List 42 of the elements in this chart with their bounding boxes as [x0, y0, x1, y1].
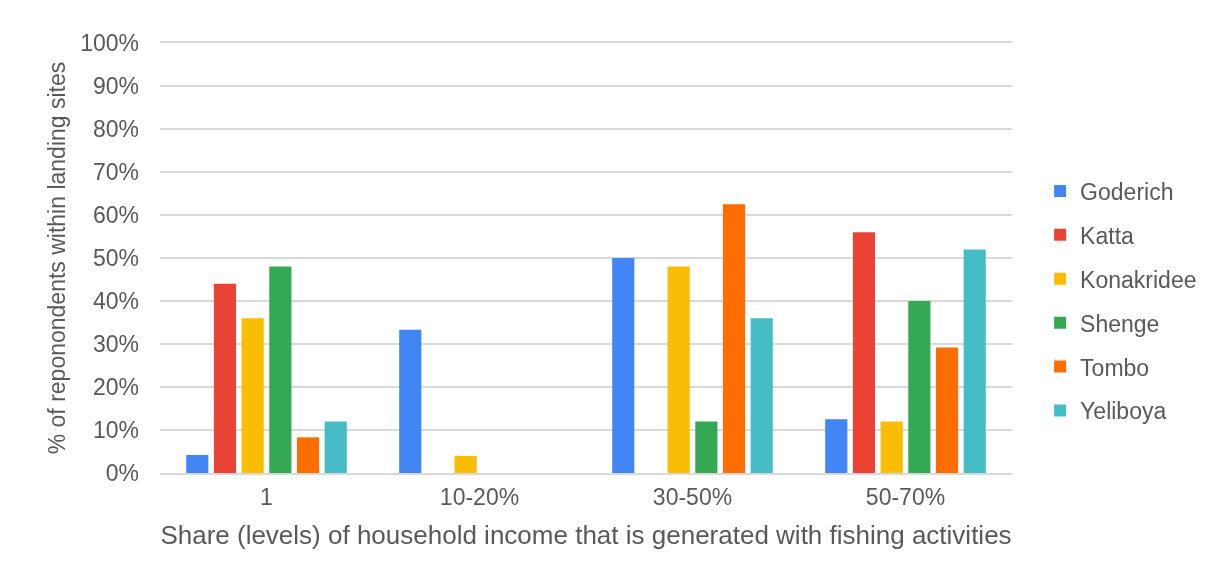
legend-label: Goderich [1080, 178, 1174, 205]
x-tick-label: 1 [260, 484, 273, 511]
legend-label: Tombo [1080, 354, 1150, 381]
bar [667, 266, 690, 473]
bar [695, 421, 718, 473]
y-tick-label: 100% [80, 30, 139, 57]
bar [880, 421, 903, 473]
y-tick-label: 0% [105, 460, 139, 487]
y-tick-label: 60% [92, 202, 139, 229]
legend-label: Yeliboya [1080, 398, 1167, 425]
bar [963, 249, 986, 473]
x-tick-label: 50-70% [865, 484, 946, 511]
y-tick-label: 90% [92, 73, 139, 100]
x-tick-label: 30-50% [652, 484, 733, 511]
bar [852, 232, 876, 473]
x-axis-title: Share (levels) of household income that is generated with fishing activities [160, 519, 1012, 550]
bar [296, 437, 320, 473]
bar [612, 258, 635, 473]
legend-label: Konakridee [1080, 266, 1197, 293]
bar [399, 329, 422, 473]
legend-label: Katta [1080, 222, 1135, 249]
x-tick-label: 10-20% [439, 484, 520, 511]
legend-label: Shenge [1080, 310, 1160, 337]
y-tick-label: 80% [92, 116, 139, 143]
y-tick-label: 70% [92, 159, 139, 186]
bar [908, 301, 931, 473]
bar [269, 266, 292, 473]
bar [213, 283, 237, 473]
bar [750, 318, 773, 473]
y-tick-label: 40% [92, 288, 139, 315]
y-tick-label: 30% [92, 331, 139, 358]
bar [454, 455, 477, 473]
bar [825, 419, 848, 473]
y-tick-label: 20% [92, 374, 139, 401]
bar [722, 204, 746, 473]
bar [241, 318, 264, 473]
y-tick-label: 10% [92, 417, 139, 444]
y-axis-title: % of reponondents within landing sites [43, 61, 70, 455]
y-tick-label: 50% [92, 245, 139, 272]
bar [935, 347, 959, 473]
bar [186, 454, 209, 473]
bar [324, 421, 347, 473]
